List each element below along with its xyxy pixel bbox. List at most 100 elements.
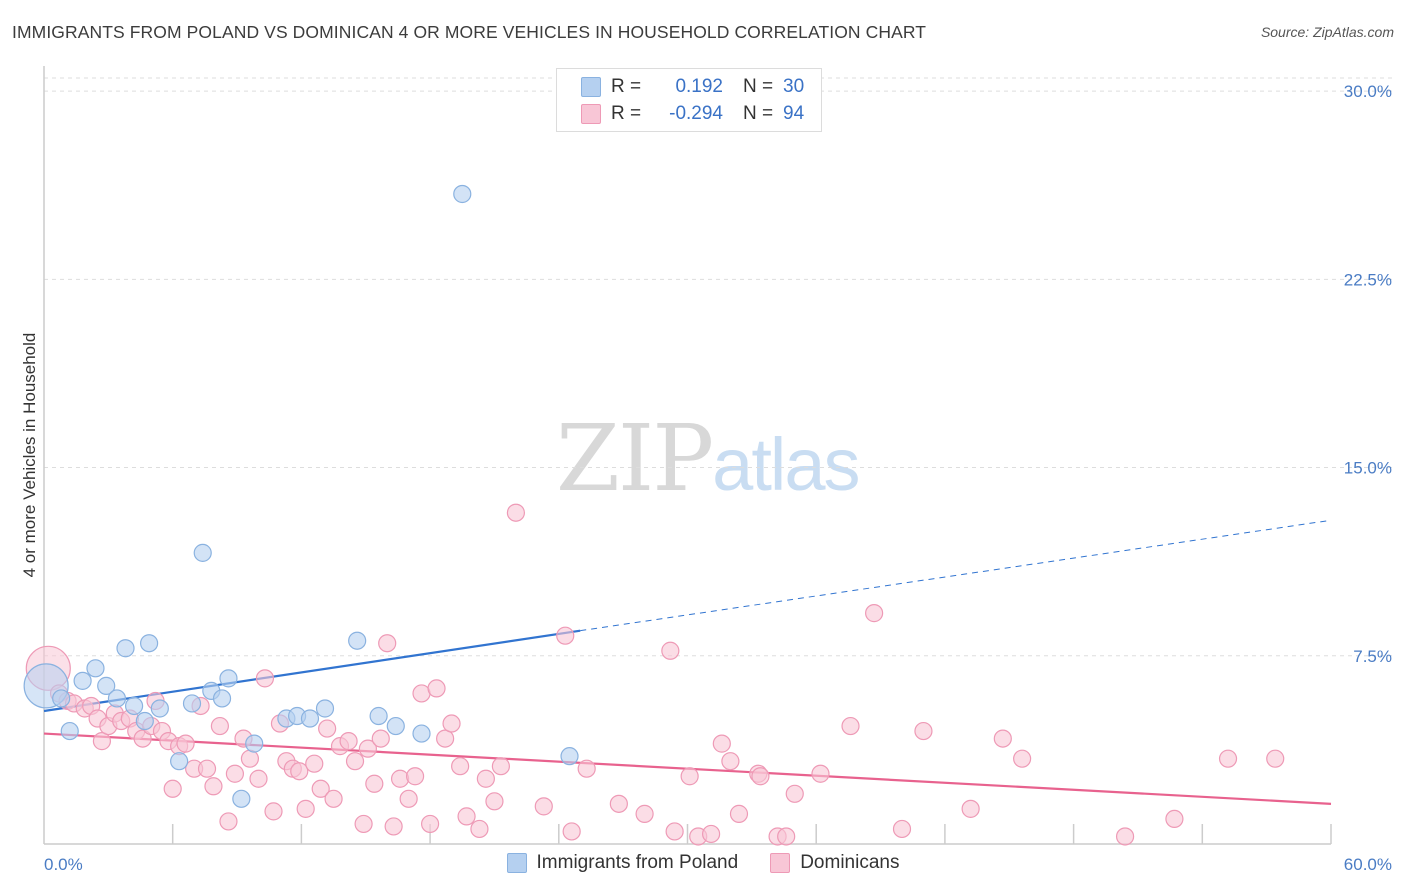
y-tick-label: 7.5% <box>1353 647 1392 666</box>
dominican-point <box>255 669 275 688</box>
dominican-point <box>485 792 504 811</box>
dominican-point <box>378 634 397 653</box>
dominican-point <box>961 799 980 818</box>
poland-point <box>150 699 169 718</box>
dominican-point <box>176 734 195 753</box>
dominican-point <box>914 721 933 741</box>
dominican-point <box>311 779 330 798</box>
tick-labels: 7.5% 15.0% 22.5% 30.0% 0.0% 60.0% <box>44 82 1392 874</box>
dominican-point <box>405 767 425 786</box>
poland-point <box>193 543 212 562</box>
poland-point <box>52 689 71 708</box>
poland-n-label: N = <box>743 76 774 97</box>
poland-point <box>182 694 202 713</box>
poland-point <box>135 711 154 731</box>
poland-r-value: 0.192 <box>675 76 723 97</box>
dominican-point <box>457 807 476 826</box>
dominican-point <box>476 769 495 788</box>
dominican-point <box>399 789 418 808</box>
chart-title: IMMIGRANTS FROM POLAND VS DOMINICAN 4 OR… <box>12 22 927 42</box>
poland-point <box>60 721 79 741</box>
dominican-point <box>701 824 721 844</box>
poland-point <box>219 669 238 688</box>
grid-lines <box>44 77 1392 657</box>
dominican-point <box>219 812 238 831</box>
dominican-point <box>384 817 403 836</box>
poland-point <box>232 789 251 808</box>
y-tick-label: 22.5% <box>1344 270 1392 289</box>
dominican-point <box>371 729 390 748</box>
dominican-point <box>318 719 337 738</box>
legend-row-dominican: R = -0.294 N = 94 <box>581 101 804 127</box>
dominican-point <box>556 626 575 645</box>
dominican-point <box>785 784 804 803</box>
poland-point <box>412 724 431 743</box>
dominican-point <box>751 767 770 786</box>
dominican-point <box>163 779 182 798</box>
dominican-point <box>777 827 796 846</box>
y-tick-label: 15.0% <box>1344 459 1392 478</box>
poland-point <box>124 696 144 716</box>
dominican-point <box>225 764 245 783</box>
poland-point <box>348 631 367 650</box>
poland-point <box>116 639 135 658</box>
poland-point <box>86 659 105 678</box>
dominican-point <box>345 752 365 771</box>
dominican-point <box>339 732 358 751</box>
poland-point <box>300 709 320 728</box>
dominican-legend-swatch <box>770 853 791 873</box>
poland-point <box>73 671 92 690</box>
dominican-point <box>133 729 152 748</box>
dominican-point <box>491 757 510 776</box>
dominican-point <box>841 716 860 736</box>
dominican-point <box>506 503 526 522</box>
poland-legend-swatch <box>506 853 527 873</box>
y-tick-label: 30.0% <box>1344 82 1392 101</box>
dominican-n-value: 94 <box>783 103 805 124</box>
poland-point <box>212 689 232 708</box>
poland-point <box>97 676 116 695</box>
dominican-point <box>1165 809 1184 829</box>
trend-lines <box>43 519 1332 805</box>
legend-row-poland: R = 0.192 N = 30 <box>581 74 804 100</box>
dominican-point <box>296 799 315 818</box>
dominican-point <box>811 764 830 783</box>
poland-trend-extension <box>580 519 1332 632</box>
dominican-point <box>324 789 343 808</box>
dominican-point <box>712 734 731 753</box>
poland-swatch <box>581 77 601 97</box>
dominican-point <box>993 729 1012 748</box>
dominican-point <box>365 774 384 793</box>
dominican-point <box>436 729 455 748</box>
legend-item-dominicans[interactable]: Dominicans <box>770 852 899 874</box>
poland-n-value: 30 <box>783 76 805 97</box>
dominican-point <box>534 797 553 816</box>
legend-item-poland[interactable]: Immigrants from Poland <box>506 852 738 874</box>
poland-point <box>315 699 335 718</box>
dominican-r-value: -0.294 <box>669 103 723 124</box>
x-tick-label: 60.0% <box>1344 855 1392 874</box>
watermark-atlas: atlas <box>712 423 860 506</box>
dominican-point <box>204 777 223 796</box>
dominican-point <box>1266 749 1285 768</box>
dominican-point <box>577 759 596 778</box>
source-label: Source: ZipAtlas.com <box>1260 24 1394 40</box>
data-points <box>23 184 1285 846</box>
poland-point <box>245 734 264 753</box>
dominican-point <box>358 739 377 758</box>
poland-point <box>386 716 405 736</box>
watermark-zip: ZIP <box>556 405 714 512</box>
dominican-r-label: R = <box>611 103 642 124</box>
dominican-point <box>442 714 461 733</box>
dominican-point <box>249 769 268 788</box>
dominican-point <box>609 794 628 813</box>
dominican-point <box>562 822 581 841</box>
poland-point <box>453 184 472 204</box>
dominican-point <box>390 769 410 788</box>
dominican-point <box>451 757 470 776</box>
dominican-point <box>421 814 440 834</box>
dominican-point <box>865 604 884 623</box>
dominican-point <box>210 716 229 736</box>
dominican-point <box>92 732 112 751</box>
dominican-point <box>721 752 740 771</box>
